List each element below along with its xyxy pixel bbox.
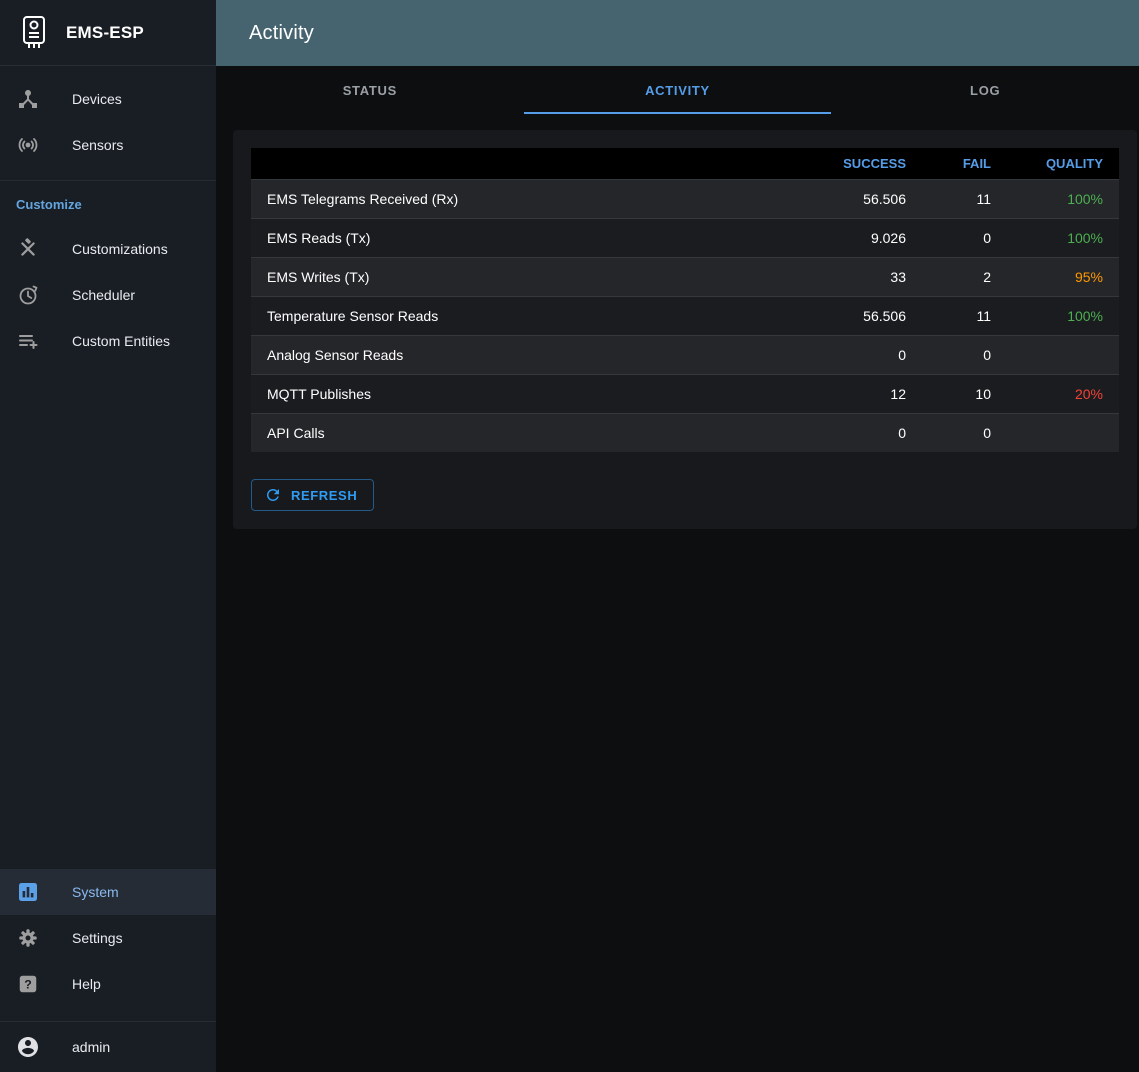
- sidebar-section-customize-label: Customize: [16, 197, 82, 212]
- svg-text:?: ?: [24, 977, 32, 991]
- metric-quality: 20%: [1007, 373, 1119, 413]
- metric-fail: 11: [922, 295, 1007, 335]
- activity-table: SUCCESS FAIL QUALITY EMS Telegrams Recei…: [251, 148, 1119, 452]
- metric-success: 0: [802, 412, 922, 452]
- sidebar-item-settings[interactable]: Settings: [0, 915, 216, 961]
- metric-name: Temperature Sensor Reads: [251, 295, 802, 335]
- sidebar-item-label: Devices: [72, 91, 122, 107]
- ems-esp-logo-icon: [16, 11, 52, 55]
- sidebar-item-help[interactable]: ? Help: [0, 961, 216, 1007]
- playlist-add-icon: [16, 329, 40, 353]
- sidebar-item-scheduler[interactable]: Scheduler: [0, 272, 216, 318]
- metric-success: 56.506: [802, 178, 922, 218]
- metric-quality: [1007, 412, 1119, 452]
- schedule-clock-icon: [16, 283, 40, 307]
- device-hub-icon: [16, 87, 40, 111]
- sidebar-item-system[interactable]: System: [0, 869, 216, 915]
- sidebar-user-admin[interactable]: admin: [0, 1022, 216, 1072]
- analytics-icon: [16, 880, 40, 904]
- col-header-fail: FAIL: [962, 155, 991, 171]
- table-row: MQTT Publishes 12 10 20%: [251, 373, 1119, 413]
- metric-fail: 0: [922, 334, 1007, 374]
- metric-name: Analog Sensor Reads: [251, 334, 802, 374]
- sidebar-spacer: [0, 364, 216, 869]
- sidebar: EMS-ESP Devices Se: [0, 0, 216, 1072]
- tab-log[interactable]: LOG: [970, 82, 1001, 98]
- sidebar-item-label: Help: [72, 976, 101, 992]
- sidebar-item-devices[interactable]: Devices: [0, 76, 216, 122]
- metric-fail: 0: [922, 217, 1007, 257]
- metric-fail: 2: [922, 256, 1007, 296]
- metric-quality: 100%: [1007, 178, 1119, 218]
- tab-status[interactable]: STATUS: [342, 82, 397, 98]
- sidebar-user-label: admin: [72, 1039, 111, 1055]
- sidebar-item-custom-entities[interactable]: Custom Entities: [0, 318, 216, 364]
- sidebar-item-sensors[interactable]: Sensors: [0, 122, 216, 168]
- metric-fail: 0: [922, 412, 1007, 452]
- tools-icon: [16, 237, 40, 261]
- tab-activity[interactable]: ACTIVITY: [523, 66, 832, 114]
- sidebar-header: EMS-ESP: [0, 0, 216, 66]
- sidebar-item-label: Customizations: [72, 241, 168, 257]
- metric-quality: [1007, 334, 1119, 374]
- metric-name: EMS Reads (Tx): [251, 217, 802, 257]
- metric-name: EMS Telegrams Received (Rx): [251, 178, 802, 218]
- tab-bar: STATUS ACTIVITY LOG: [216, 66, 1139, 114]
- sidebar-item-label: Custom Entities: [72, 333, 171, 349]
- metric-quality: 95%: [1007, 256, 1119, 296]
- activity-panel: SUCCESS FAIL QUALITY EMS Telegrams Recei…: [233, 130, 1137, 529]
- metric-fail: 10: [922, 373, 1007, 413]
- refresh-icon: [264, 486, 282, 504]
- app-title: EMS-ESP: [66, 22, 144, 42]
- app-bar: Activity: [216, 0, 1139, 66]
- metric-success: 12: [802, 373, 922, 413]
- gear-icon: [16, 926, 40, 950]
- table-row: EMS Reads (Tx) 9.026 0 100%: [251, 217, 1119, 257]
- col-header-name: [251, 148, 802, 179]
- sidebar-item-label: Settings: [72, 930, 123, 946]
- sidebar-item-label: Scheduler: [72, 287, 136, 303]
- sidebar-user-section: admin: [0, 1021, 216, 1072]
- sidebar-nav-main: Devices Sensors: [0, 66, 216, 168]
- col-header-success: SUCCESS: [843, 155, 906, 171]
- metric-name: EMS Writes (Tx): [251, 256, 802, 296]
- page-title: Activity: [249, 21, 314, 44]
- metric-success: 9.026: [802, 217, 922, 257]
- metric-fail: 11: [922, 178, 1007, 218]
- refresh-button-label: REFRESH: [291, 487, 358, 503]
- sensors-icon: [16, 133, 40, 157]
- table-row: Temperature Sensor Reads 56.506 11 100%: [251, 295, 1119, 335]
- metric-success: 0: [802, 334, 922, 374]
- col-header-quality: QUALITY: [1045, 155, 1103, 171]
- metric-quality: 100%: [1007, 295, 1119, 335]
- sidebar-item-label: System: [72, 884, 119, 900]
- help-icon: ?: [16, 972, 40, 996]
- table-row: EMS Writes (Tx) 33 2 95%: [251, 256, 1119, 296]
- metric-name: API Calls: [251, 412, 802, 452]
- metric-success: 56.506: [802, 295, 922, 335]
- table-header-row: SUCCESS FAIL QUALITY: [251, 148, 1119, 179]
- sidebar-nav-customize: Customize Customizations: [0, 180, 216, 364]
- sidebar-item-customizations[interactable]: Customizations: [0, 226, 216, 272]
- refresh-button[interactable]: REFRESH: [251, 479, 375, 511]
- table-row: EMS Telegrams Received (Rx) 56.506 11 10…: [251, 178, 1119, 218]
- metric-success: 33: [802, 256, 922, 296]
- main-area: Activity STATUS ACTIVITY LOG SUCCESS: [216, 0, 1139, 1072]
- account-circle-icon: [16, 1035, 40, 1059]
- sidebar-nav-bottom: System Settings: [0, 869, 216, 1007]
- sidebar-item-label: Sensors: [72, 137, 124, 153]
- metric-name: MQTT Publishes: [251, 373, 802, 413]
- table-row: Analog Sensor Reads 0 0: [251, 334, 1119, 374]
- metric-quality: 100%: [1007, 217, 1119, 257]
- table-row: API Calls 0 0: [251, 412, 1119, 452]
